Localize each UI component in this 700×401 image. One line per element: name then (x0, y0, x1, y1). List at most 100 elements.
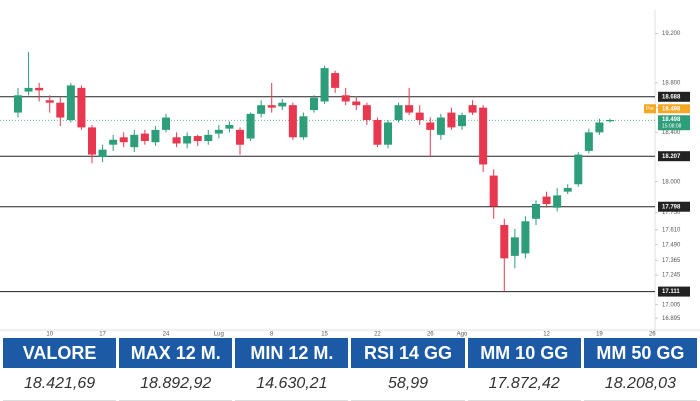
y-tick-label: 18.800 (662, 81, 681, 87)
price-label-box (658, 104, 690, 114)
candle-body (87, 127, 97, 155)
y-tick-label: 17.005 (662, 302, 681, 308)
y-tick-label: 19.200 (662, 31, 681, 37)
candle-body (66, 85, 75, 120)
candle-body (574, 154, 583, 185)
candle-body (457, 115, 467, 127)
value-cell: 17.872,42 (467, 368, 581, 401)
candle-body (553, 195, 562, 208)
level-label: 18.207 (662, 154, 681, 160)
candle-body (77, 87, 86, 128)
x-tick-label: 8 (270, 332, 274, 338)
candle-body (489, 175, 498, 207)
price-label: 18.498 (662, 117, 681, 123)
value-cell: 58,99 (351, 368, 465, 401)
y-tick-label: 17.245 (662, 273, 681, 279)
candle-body (563, 187, 572, 192)
candle-body (24, 87, 33, 92)
x-tick-label: Ago (457, 332, 468, 338)
candle-body (415, 112, 424, 120)
price-box (658, 115, 690, 131)
x-tick-label: 22 (374, 332, 381, 338)
candle-body (383, 122, 393, 145)
candle-body (605, 120, 615, 122)
header-cell: MM 50 GG (583, 338, 697, 368)
candle-body (320, 68, 329, 102)
y-tick-label: 17.750 (662, 210, 681, 216)
x-tick-label: 26 (427, 332, 434, 338)
candle-body (204, 134, 213, 141)
value-cell: 18.892,92 (119, 368, 233, 401)
candle-body (521, 221, 530, 254)
candle-body (531, 204, 541, 219)
price-time: 15:08:08 (662, 124, 682, 130)
candle-body (267, 105, 276, 108)
level-label-box (658, 286, 690, 297)
level-label: 17.111 (662, 289, 680, 295)
x-tick-label: 15 (321, 332, 328, 338)
candle-body (479, 107, 488, 165)
pre-price-label: 18.498 (662, 106, 681, 112)
candle-body (331, 73, 340, 88)
candle-body (278, 102, 287, 107)
candle-body (436, 117, 445, 135)
value-row: 18.421,69 18.892,92 14.630,21 58,99 17.8… (3, 368, 697, 401)
background (0, 0, 700, 338)
candle-body (288, 105, 297, 138)
candle-body (172, 137, 181, 144)
candle-body (584, 132, 593, 151)
candle-body (246, 113, 255, 139)
y-tick-label: 17.610 (662, 228, 681, 234)
candle-body (235, 129, 245, 145)
candle-body (352, 101, 361, 106)
price-tag-box (644, 104, 656, 114)
level-label: 17.798 (662, 204, 681, 210)
candle-body (405, 105, 414, 113)
chart: 19.20018.80018.60018.40018.00017.75017.6… (0, 0, 700, 338)
candle-body (151, 129, 160, 143)
candle-body (373, 120, 382, 145)
candle-body (214, 129, 223, 134)
header-row: VALORE MAX 12 M. MIN 12 M. RSI 14 GG MM … (3, 338, 697, 368)
price-tag: Pre (646, 106, 654, 112)
x-tick-label: 26 (649, 332, 656, 338)
candle-body (394, 105, 403, 120)
y-tick-label: 16.895 (662, 316, 681, 322)
candle-body (13, 95, 23, 113)
x-tick-label: 24 (163, 332, 170, 338)
candle-body (140, 133, 149, 141)
candle-body (426, 122, 435, 130)
y-tick-label: 17.490 (662, 242, 681, 248)
candle-body (130, 134, 139, 148)
candle-body (257, 105, 266, 114)
y-tick-label: 17.365 (662, 258, 681, 264)
header-cell: MAX 12 M. (119, 338, 233, 368)
candle-body (183, 136, 192, 144)
candle-body (109, 139, 118, 145)
header-cell: RSI 14 GG (351, 338, 465, 368)
candle-body (510, 237, 519, 256)
candle-body (193, 136, 202, 141)
candle-body (362, 105, 371, 120)
level-label-box (658, 91, 690, 102)
candle-body (309, 97, 319, 111)
candle-body (500, 225, 509, 259)
candle-body (161, 117, 171, 130)
x-tick-label: 10 (46, 332, 53, 338)
candle-body (299, 116, 308, 138)
candle-body (595, 122, 604, 133)
value-cell: 18.421,69 (3, 368, 117, 401)
candle-body (468, 105, 477, 113)
candle-body (56, 102, 65, 118)
y-tick-label: 18.400 (662, 130, 681, 136)
header-cell: MIN 12 M. (235, 338, 349, 368)
level-label-box (658, 151, 690, 162)
candle-body (35, 87, 44, 91)
x-tick-label: Lug (214, 332, 224, 338)
x-tick-label: 12 (543, 332, 550, 338)
candle-body (119, 137, 128, 143)
candle-body (447, 112, 456, 128)
y-tick-label: 18.000 (662, 179, 681, 185)
header-cell: VALORE (3, 338, 117, 368)
